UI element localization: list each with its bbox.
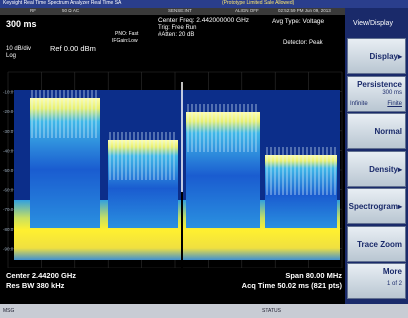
softkey-value: 300 ms <box>382 90 402 96</box>
attenuation: #Atten: 20 dB <box>158 32 194 38</box>
y-label: -20.0 <box>3 109 14 114</box>
y-label: -50.0 <box>3 168 14 173</box>
menu-title: View/Display <box>353 20 393 27</box>
softkey-label: Trace Zoom <box>357 241 402 249</box>
detector: Detector: Peak <box>283 40 323 46</box>
softkey-option: Infinite <box>350 101 368 107</box>
if-gain: IFGain:Low <box>112 39 138 44</box>
softkey-label: Display▸ <box>370 53 402 61</box>
acquisition-time: Acq Time 50.02 ms (821 pts) <box>242 282 342 290</box>
softkey[interactable]: Normal <box>347 113 406 149</box>
density-plot: -10.0 -20.0 -30.0 -40.0 -50.0 -60.0 -70.0 -80.0… <box>0 62 345 268</box>
footer: Center 2.44200 GHz Res BW 380 kHz Span 8… <box>0 268 345 304</box>
span: Span 80.00 MHz <box>285 272 342 280</box>
message-label: MSG <box>3 309 14 314</box>
softkey-label: Normal <box>374 128 402 136</box>
reference-level: Ref 0.00 dBm <box>50 45 96 53</box>
sweep-time: 300 ms <box>6 20 37 29</box>
status-item: 50 Ω AC <box>62 9 79 14</box>
softkey[interactable]: Density▸ <box>347 151 406 187</box>
center-freq: Center Freq: 2.442000000 GHz <box>158 18 249 25</box>
avg-type: Avg Type: Voltage <box>272 19 324 26</box>
softkey-label: Spectrogram▸ <box>349 203 402 211</box>
header: RF 50 Ω AC SENSE:INT ALIGN OFF 02:52:59 PM J… <box>0 8 345 62</box>
resolution-bandwidth: Res BW 380 kHz <box>6 282 64 290</box>
y-label: -40.0 <box>3 148 14 153</box>
analyzer-screen: Keysight Real Time Spectrum Analyzer Rea… <box>0 0 408 318</box>
notice: (Prototype Limited Sale Allowed) <box>222 1 294 6</box>
softkey-label: Density▸ <box>369 166 402 174</box>
softkey[interactable]: Display▸ <box>347 38 406 74</box>
y-label: -60.0 <box>3 188 14 193</box>
trigger: Trig: Free Run <box>158 25 196 31</box>
softkey[interactable]: More 1 of 2 <box>347 263 406 299</box>
status-bar: MSG STATUS <box>0 304 408 318</box>
center-frequency: Center 2.44200 GHz <box>6 272 76 280</box>
status-label: STATUS <box>262 309 281 314</box>
scale: 10 dB/div <box>6 46 31 52</box>
softkey[interactable]: Spectrogram▸ <box>347 188 406 224</box>
status-item: RF <box>30 9 36 14</box>
softkey-value: 1 of 2 <box>387 281 402 287</box>
y-label: -30.0 <box>3 129 14 134</box>
title-bar: Keysight Real Time Spectrum Analyzer Rea… <box>0 0 408 8</box>
pno: PNO: Fast <box>115 32 138 37</box>
status-item: 02:52:59 PM Jun 09, 2013 <box>278 9 331 14</box>
app-title: Keysight Real Time Spectrum Analyzer Rea… <box>3 1 121 6</box>
y-label: -80.0 <box>3 227 14 232</box>
softkey-option: Finite <box>387 101 402 107</box>
softkey[interactable]: Trace Zoom <box>347 226 406 262</box>
y-label: -10.0 <box>3 90 14 95</box>
status-item: ALIGN OFF <box>235 9 259 14</box>
log-label: Log <box>6 53 16 59</box>
status-item: SENSE:INT <box>168 9 192 14</box>
softkey-label: Persistence <box>357 81 402 89</box>
y-label: -90.0 <box>3 246 14 251</box>
y-label: -70.0 <box>3 207 14 212</box>
softkey-label: More <box>383 268 402 276</box>
